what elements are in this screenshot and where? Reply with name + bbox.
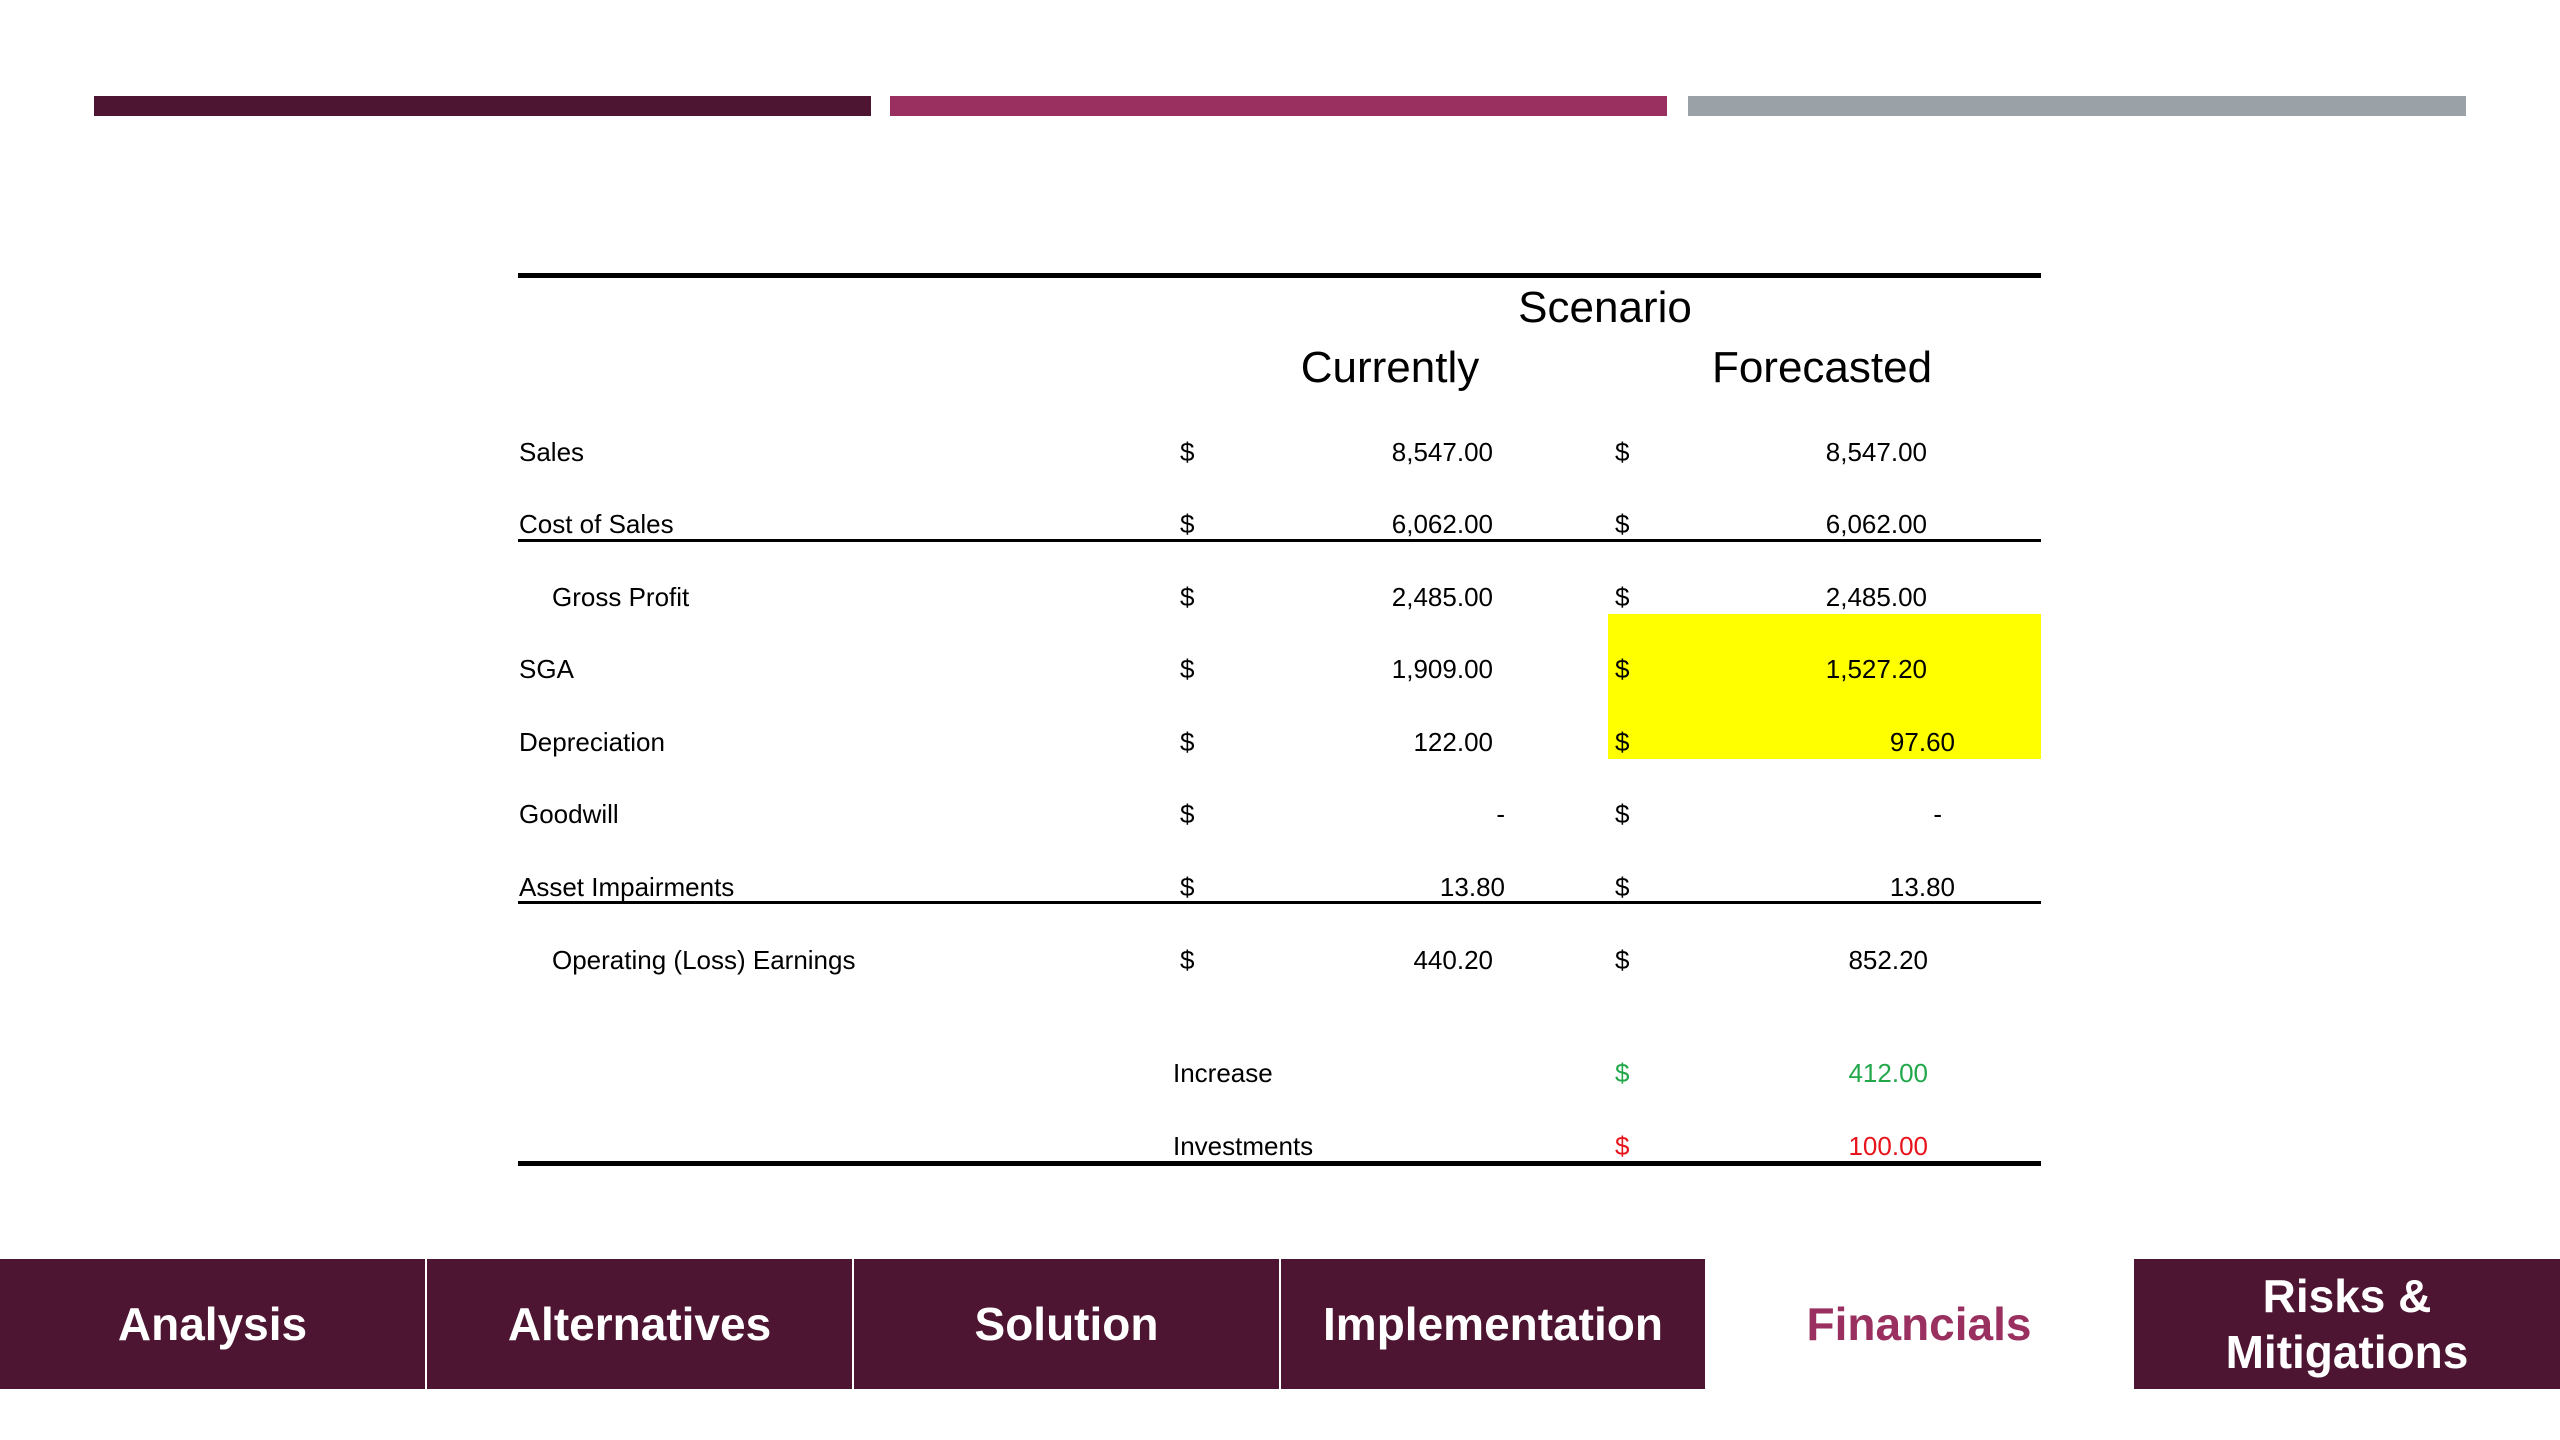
currency-symbol: $	[1615, 872, 1630, 902]
currency-symbol: $	[1180, 437, 1195, 467]
value-forecasted-gross-profit: 2,485.00	[1825, 582, 1927, 612]
currency-symbol: $	[1615, 945, 1630, 975]
value-currently-goodwill: -	[1496, 799, 1505, 829]
currency-symbol: $	[1180, 727, 1195, 757]
value-currently-cost-of-sales: 6,062.00	[1391, 509, 1493, 539]
summary-label-investments: Investments	[1173, 1131, 1314, 1161]
table-bottom-rule	[518, 1161, 2041, 1166]
currency-symbol: $	[1615, 582, 1630, 612]
tab-alternatives[interactable]: Alternatives	[427, 1259, 852, 1389]
row-label-asset-impairments: Asset Impairments	[519, 872, 735, 902]
currency-symbol: $	[1615, 1131, 1630, 1161]
row-label-sales: Sales	[519, 437, 585, 467]
scenario-header: Scenario	[1518, 283, 1692, 332]
currency-symbol: $	[1615, 654, 1630, 684]
cost-of-sales-underline	[518, 539, 2041, 542]
column-header-currently: Currently	[1300, 343, 1480, 392]
currency-symbol: $	[1615, 799, 1630, 829]
row-label-sga: SGA	[519, 654, 574, 684]
tab-financials[interactable]: Financials	[1707, 1259, 2131, 1389]
row-label-goodwill: Goodwill	[519, 799, 619, 829]
header-bar-1	[94, 96, 871, 116]
value-forecasted-sales: 8,547.00	[1825, 437, 1927, 467]
currency-symbol: $	[1615, 727, 1630, 757]
row-label-gross-profit: Gross Profit	[552, 582, 690, 612]
value-currently-operating-earnings: 440.20	[1413, 945, 1493, 975]
tab-solution[interactable]: Solution	[854, 1259, 1279, 1389]
header-bar-2	[890, 96, 1667, 116]
value-investments: 100.00	[1848, 1131, 1928, 1161]
value-currently-sga: 1,909.00	[1391, 654, 1493, 684]
value-forecasted-depreciation: 97.60	[1889, 727, 1955, 757]
value-currently-depreciation: 122.00	[1413, 727, 1493, 757]
currency-symbol: $	[1615, 509, 1630, 539]
currency-symbol: $	[1180, 654, 1195, 684]
table-top-rule	[518, 273, 2041, 278]
header-bar-3	[1688, 96, 2466, 116]
row-label-operating-earnings: Operating (Loss) Earnings	[552, 945, 856, 975]
value-increase: 412.00	[1848, 1058, 1928, 1088]
currency-symbol: $	[1180, 799, 1195, 829]
value-currently-sales: 8,547.00	[1391, 437, 1493, 467]
value-forecasted-cost-of-sales: 6,062.00	[1825, 509, 1927, 539]
value-forecasted-sga: 1,527.20	[1825, 654, 1927, 684]
column-header-forecasted: Forecasted	[1711, 343, 1933, 392]
forecast-highlight	[1608, 614, 2041, 759]
currency-symbol: $	[1180, 509, 1195, 539]
value-forecasted-operating-earnings: 852.20	[1848, 945, 1928, 975]
tab-implementation[interactable]: Implementation	[1281, 1259, 1705, 1389]
currency-symbol: $	[1180, 582, 1195, 612]
summary-label-increase: Increase	[1173, 1058, 1273, 1088]
tab-analysis[interactable]: Analysis	[0, 1259, 425, 1389]
value-forecasted-asset-impairments: 13.80	[1889, 872, 1955, 902]
currency-symbol: $	[1615, 1058, 1630, 1088]
row-label-depreciation: Depreciation	[519, 727, 665, 757]
row-label-cost-of-sales: Cost of Sales	[519, 509, 674, 539]
asset-impairments-underline	[518, 901, 2041, 904]
currency-symbol: $	[1180, 872, 1195, 902]
value-forecasted-goodwill: -	[1933, 799, 1942, 829]
value-currently-asset-impairments: 13.80	[1439, 872, 1505, 902]
currency-symbol: $	[1180, 945, 1195, 975]
value-currently-gross-profit: 2,485.00	[1391, 582, 1493, 612]
currency-symbol: $	[1615, 437, 1630, 467]
tab-risks-mitigations[interactable]: Risks & Mitigations	[2134, 1259, 2560, 1389]
